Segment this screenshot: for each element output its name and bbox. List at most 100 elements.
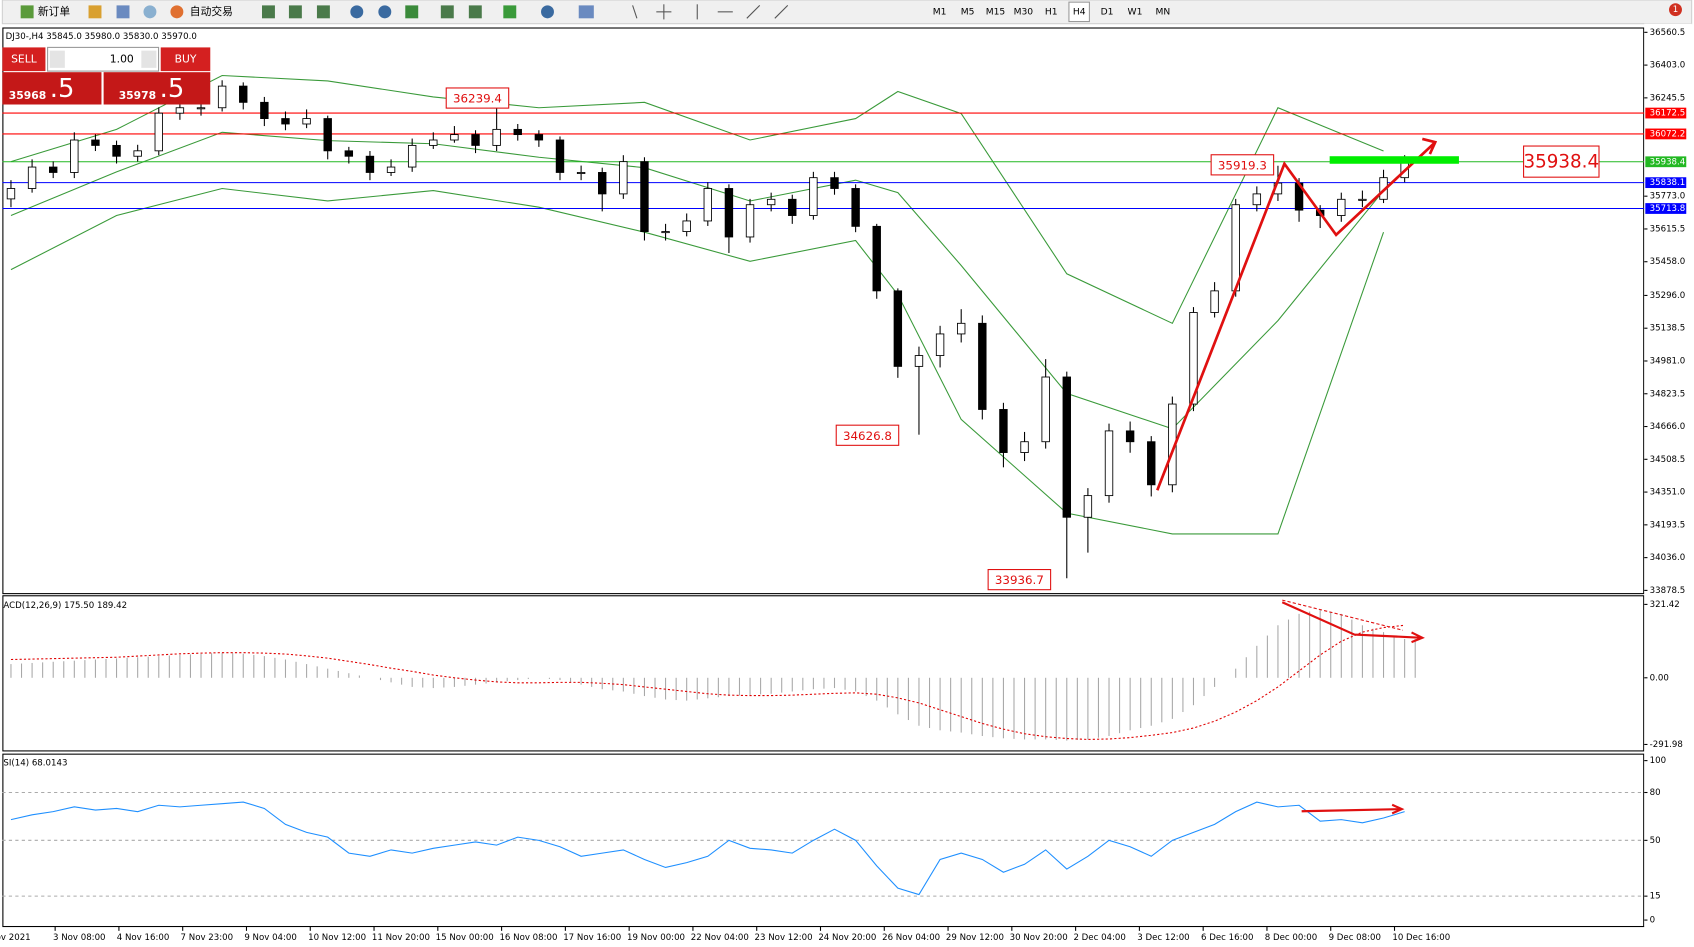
trade-panel: SELL 1.00 BUY 35968 .5 35978 .5 [2, 46, 211, 105]
sell-label[interactable]: SELL [11, 52, 37, 65]
candle-body [217, 85, 227, 109]
y-tick-label: 34823.5 [1650, 389, 1686, 399]
timeframe[interactable]: H1 [1045, 7, 1058, 17]
y-tick-label: 0.00 [1650, 673, 1669, 683]
y-tick-label: 34193.5 [1650, 520, 1686, 530]
arrow-head [1421, 137, 1438, 155]
tool-icon[interactable] [503, 5, 517, 19]
new-order[interactable]: 新订单 [38, 5, 71, 18]
timeframe[interactable]: M15 [986, 7, 1006, 17]
timeframe[interactable]: M30 [1014, 7, 1034, 17]
candle-body [302, 118, 311, 125]
timeframe[interactable]: W1 [1128, 7, 1143, 17]
price-note-box [987, 569, 1052, 591]
y-tick-label: 36403.0 [1650, 61, 1686, 71]
y-tick-label: 36560.5 [1650, 28, 1686, 38]
time-label: 3 Dec 12:00 [1137, 933, 1189, 943]
toolbar-bg [1, 0, 1693, 25]
price-note-box [1523, 145, 1600, 178]
candle-body [6, 188, 16, 200]
auto-trading[interactable]: 自动交易 [190, 5, 233, 18]
tool-icon[interactable] [261, 5, 275, 19]
tool-icon[interactable] [541, 5, 554, 19]
rsi-title: SI(14) 68.0143 [3, 758, 67, 768]
macd-dotted [1282, 599, 1404, 631]
auto-trading-icon[interactable] [170, 5, 184, 19]
y-tick-label: 0 [1650, 916, 1655, 926]
y-tick-label: 50 [1650, 836, 1661, 846]
zoom-out[interactable] [378, 5, 392, 19]
tool-icon[interactable] [316, 5, 330, 19]
y-tick-label: 35458.0 [1650, 257, 1686, 267]
timeframe[interactable]: M1 [933, 7, 947, 17]
timeframe[interactable]: M5 [961, 7, 975, 17]
notification-count: 1 [1673, 5, 1678, 15]
candle-body [1020, 441, 1029, 453]
y-tick-label: 34666.0 [1650, 422, 1686, 432]
candle-body [935, 333, 945, 357]
candle-body [91, 139, 100, 146]
price-axis-bg [1644, 23, 1692, 927]
candle-body [1125, 430, 1135, 443]
tool-icon[interactable] [143, 5, 157, 19]
candle-body [598, 172, 607, 195]
price-note-box [835, 424, 900, 446]
time-label: 26 Nov 04:00 [882, 933, 940, 943]
y-tick-label: 34351.0 [1650, 488, 1686, 498]
lot-input[interactable] [47, 46, 160, 72]
timeframe[interactable]: D1 [1101, 7, 1114, 17]
notification-badge[interactable] [1669, 3, 1682, 17]
time-label: 10 Dec 16:00 [1392, 933, 1450, 943]
candle-body [344, 150, 354, 157]
candle-body [323, 118, 332, 152]
level-label: 35838.1 [1650, 178, 1686, 188]
rsi-line [10, 801, 1405, 896]
channel[interactable] [774, 5, 789, 19]
sell-price-box[interactable] [2, 72, 102, 105]
macd-title: ACD(12,26,9) 175.50 189.42 [3, 601, 127, 611]
sell-button[interactable] [2, 47, 46, 72]
macd-signal [10, 624, 1405, 740]
tool-icon[interactable] [468, 5, 482, 19]
cursor[interactable] [632, 5, 638, 19]
trendline[interactable] [746, 5, 761, 19]
axes: Nov 2021 3 Nov 08:00 4 Nov 16:00 7 Nov 23:0… [0, 23, 1692, 947]
level-tag [1645, 107, 1687, 119]
zoom-in[interactable] [350, 5, 364, 19]
bollinger-upper [10, 74, 1384, 325]
timeframe[interactable]: MN [1156, 7, 1171, 17]
y-tick-label: 321.42 [1650, 600, 1680, 610]
timeframe[interactable]: H4 [1073, 7, 1086, 17]
time-label: 10 Nov 12:00 [308, 933, 366, 943]
time-label: 9 Dec 08:00 [1329, 933, 1381, 943]
candle-body [1189, 312, 1198, 405]
time-label: 4 Nov 16:00 [117, 933, 170, 943]
tool-icon[interactable] [116, 5, 130, 19]
lot-down[interactable] [49, 50, 65, 68]
buy-label[interactable]: BUY [175, 52, 197, 65]
tool-icon[interactable] [405, 5, 419, 19]
buy-button[interactable] [160, 47, 211, 72]
level-label: 35938.4 [1650, 157, 1686, 167]
candle-body [661, 231, 670, 234]
tool-icon[interactable] [440, 5, 454, 19]
lot-value[interactable]: 1.00 [110, 52, 134, 65]
tool-icon[interactable] [288, 5, 302, 19]
candle-body [745, 204, 755, 238]
candle-body [851, 188, 860, 227]
candle-body [682, 220, 691, 232]
tool-icon[interactable] [578, 5, 594, 19]
candle-body [534, 134, 544, 141]
y-tick-label: 35773.0 [1650, 192, 1686, 202]
candle-body [492, 128, 501, 146]
candle-body [555, 139, 565, 173]
buy-price-box[interactable] [103, 72, 211, 105]
candle-body [1062, 376, 1071, 518]
time-label: 15 Nov 00:00 [436, 933, 494, 943]
y-tick-label: -291.98 [1650, 740, 1683, 750]
y-tick-label: 33878.5 [1650, 586, 1686, 596]
buy-price: 35978 [119, 89, 156, 102]
new-order-icon[interactable] [20, 5, 34, 19]
tool-icon[interactable] [88, 5, 102, 19]
lot-up[interactable] [141, 50, 157, 68]
